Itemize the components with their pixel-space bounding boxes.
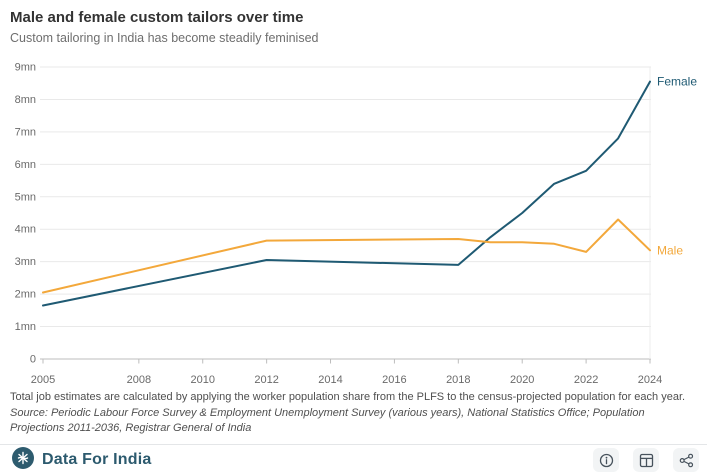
y-tick-label: 9mn: [15, 62, 36, 74]
female-line-label: Female: [657, 75, 697, 89]
line-chart: 0 1mn 2mn 3mn 4mn 5mn 6mn 7mn 8mn 9mn 2005 2008 2010…: [15, 62, 698, 387]
footnote: Total job estimates are calculated by ap…: [10, 391, 686, 403]
y-tick-label: 3mn: [15, 256, 36, 268]
male-line: [42, 218, 651, 294]
source-note: Source: Periodic Labour Force Survey & E…: [10, 406, 645, 435]
data-table-icon: [639, 453, 653, 467]
x-tick-label: 2014: [318, 374, 342, 386]
x-tick-label: 2024: [638, 374, 662, 386]
action-buttons: [593, 448, 699, 472]
x-tick-label: 2012: [254, 374, 278, 386]
x-tick-label: 2016: [382, 374, 406, 386]
y-tick-label: 6mn: [15, 159, 36, 171]
info-button[interactable]: [593, 448, 619, 472]
x-tick-label: 2010: [190, 374, 214, 386]
y-tick-label: 7mn: [15, 126, 36, 138]
y-tick-label: 0: [30, 354, 36, 366]
x-tick-label: 2022: [574, 374, 598, 386]
y-tick-label: 2mn: [15, 289, 36, 301]
male-line-label: Male: [657, 243, 683, 257]
bottom-bar: Data For India: [0, 444, 707, 475]
share-button[interactable]: [673, 448, 699, 472]
x-tick-label: 2005: [31, 374, 55, 386]
y-tick-label: 4mn: [15, 224, 36, 236]
plot-area: 0 1mn 2mn 3mn 4mn 5mn 6mn 7mn 8mn 9mn 2005 2008 2010…: [15, 62, 698, 387]
y-tick-label: 1mn: [15, 321, 36, 333]
x-tick-label: 2020: [510, 374, 534, 386]
chart-notes: Total job estimates are calculated by ap…: [10, 390, 697, 437]
info-icon: [599, 453, 613, 467]
data-for-india-logo-icon: [12, 446, 34, 474]
brand-link[interactable]: Data For India: [12, 446, 152, 474]
data-table-button[interactable]: [633, 448, 659, 472]
brand-name: Data For India: [42, 451, 152, 468]
y-tick-label: 8mn: [15, 94, 36, 106]
chart-header: Male and female custom tailors over time…: [10, 8, 697, 46]
x-tick-label: 2008: [127, 374, 151, 386]
female-line: [42, 80, 651, 307]
share-icon: [679, 453, 693, 467]
page-subtitle: Custom tailoring in India has become ste…: [10, 31, 319, 45]
y-tick-label: 5mn: [15, 191, 36, 203]
x-tick-label: 2018: [446, 374, 470, 386]
page-title: Male and female custom tailors over time: [10, 9, 304, 26]
